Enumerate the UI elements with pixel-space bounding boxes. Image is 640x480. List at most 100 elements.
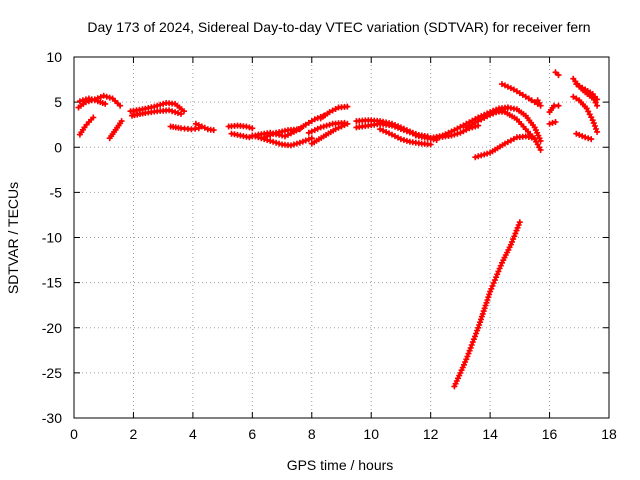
x-tick-label: 18 bbox=[601, 426, 617, 442]
data-point bbox=[169, 108, 176, 115]
data-point bbox=[210, 127, 217, 134]
data-point bbox=[91, 97, 98, 104]
data-point bbox=[308, 135, 315, 142]
data-point bbox=[290, 141, 297, 148]
data-point bbox=[246, 124, 253, 131]
data-point bbox=[264, 133, 271, 140]
y-tick-label: -15 bbox=[42, 275, 62, 291]
data-point bbox=[400, 137, 407, 143]
series-arc-6 bbox=[129, 107, 184, 119]
data-point bbox=[261, 134, 268, 141]
data-point bbox=[593, 126, 599, 132]
data-point bbox=[493, 274, 500, 281]
x-tick-label: 6 bbox=[248, 426, 256, 442]
data-point bbox=[243, 123, 250, 130]
series-arc-29 bbox=[552, 69, 562, 79]
data-point bbox=[88, 96, 95, 103]
data-point bbox=[487, 288, 494, 295]
data-point bbox=[485, 294, 492, 301]
data-point bbox=[511, 233, 518, 240]
series-arc-32 bbox=[573, 81, 601, 103]
data-point bbox=[100, 92, 107, 99]
x-tick-label: 0 bbox=[70, 426, 78, 442]
data-point bbox=[293, 140, 300, 147]
data-point bbox=[594, 102, 601, 109]
data-point bbox=[85, 95, 92, 102]
data-point bbox=[484, 150, 491, 157]
data-point bbox=[594, 128, 601, 135]
data-point bbox=[326, 121, 333, 128]
y-axis-title: SDTVAR / TECUs bbox=[5, 182, 21, 294]
y-tick-label: -20 bbox=[42, 320, 62, 336]
data-point bbox=[516, 219, 523, 226]
data-point bbox=[582, 134, 589, 141]
data-point bbox=[465, 350, 472, 357]
data-point bbox=[102, 100, 109, 107]
data-point bbox=[537, 137, 544, 144]
series-arc-3 bbox=[76, 114, 97, 138]
axis-ticks bbox=[73, 56, 610, 419]
data-point bbox=[273, 139, 280, 146]
y-tick-label: 0 bbox=[54, 139, 62, 155]
data-point bbox=[549, 119, 556, 126]
series-arc-22 bbox=[463, 104, 544, 144]
data-point bbox=[467, 344, 474, 351]
series-arc-27 bbox=[546, 102, 562, 116]
series-arc-7 bbox=[167, 123, 202, 133]
data-point bbox=[531, 135, 538, 142]
data-point bbox=[106, 94, 113, 101]
data-point bbox=[249, 132, 256, 139]
x-axis-tick-labels: 0 2 4 6 8 10 12 14 16 18 bbox=[70, 426, 617, 442]
data-point bbox=[160, 100, 167, 107]
series-arc-28 bbox=[546, 119, 559, 127]
data-point bbox=[403, 137, 410, 144]
data-point bbox=[546, 120, 553, 127]
series-arc-8 bbox=[192, 120, 217, 134]
data-point bbox=[288, 142, 294, 149]
data-point bbox=[172, 109, 179, 116]
data-point bbox=[466, 347, 473, 354]
data-point bbox=[591, 123, 598, 129]
series-arc-16 bbox=[317, 103, 351, 122]
data-point bbox=[255, 134, 262, 141]
x-tick-label: 8 bbox=[308, 426, 316, 442]
data-point bbox=[589, 117, 596, 124]
data-point bbox=[478, 152, 485, 159]
data-point bbox=[296, 139, 303, 146]
data-point bbox=[344, 120, 351, 127]
series-arc-4 bbox=[106, 118, 125, 142]
data-point bbox=[588, 136, 595, 143]
x-tick-label: 2 bbox=[130, 426, 138, 442]
data-point bbox=[537, 147, 544, 153]
data-point bbox=[175, 110, 181, 116]
y-tick-label: -25 bbox=[42, 365, 62, 381]
series-arc-15 bbox=[308, 120, 351, 147]
data-point bbox=[473, 330, 480, 337]
series-arc-9 bbox=[225, 122, 256, 132]
data-point bbox=[82, 96, 89, 103]
series-arc-5 bbox=[127, 100, 187, 115]
data-point bbox=[537, 102, 544, 109]
data-point bbox=[317, 124, 324, 131]
chart-title: Day 173 of 2024, Sidereal Day-to-day VTE… bbox=[87, 19, 590, 35]
series-arc-34 bbox=[451, 219, 523, 390]
data-point bbox=[320, 123, 327, 130]
data-point bbox=[154, 102, 161, 109]
y-axis-tick-labels: -30 -25 -20 -15 -10 -5 0 5 10 bbox=[42, 49, 62, 426]
x-tick-label: 10 bbox=[363, 426, 379, 442]
y-tick-label: 10 bbox=[46, 49, 62, 65]
data-point bbox=[490, 280, 497, 286]
data-point bbox=[270, 130, 277, 137]
data-point bbox=[552, 119, 559, 125]
data-point bbox=[592, 99, 599, 106]
y-tick-label: -5 bbox=[50, 184, 63, 200]
data-point bbox=[474, 327, 481, 334]
data-point bbox=[454, 130, 461, 137]
data-point bbox=[427, 141, 434, 148]
data-point bbox=[249, 125, 256, 132]
x-tick-label: 16 bbox=[542, 426, 558, 442]
data-point bbox=[475, 153, 482, 160]
data-point bbox=[267, 137, 274, 144]
data-point bbox=[166, 107, 173, 114]
